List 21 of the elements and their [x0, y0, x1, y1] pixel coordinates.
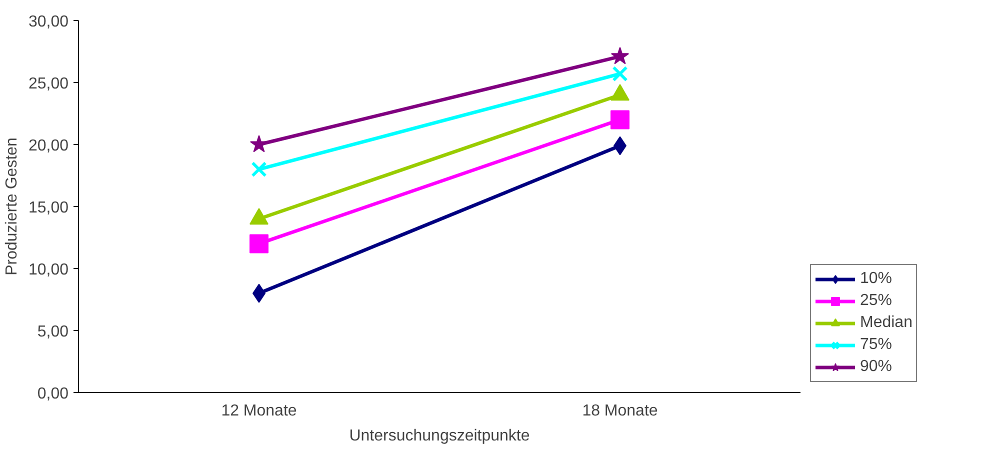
y-tick-label: 20,00: [28, 138, 69, 154]
y-tick-label: 15,00: [28, 200, 69, 216]
point: [251, 161, 267, 178]
legend-label: 25%: [860, 292, 892, 310]
legend-label: Median: [860, 314, 912, 332]
y-tick-label: 10,00: [28, 262, 69, 278]
y-tick-label: 30,00: [28, 14, 69, 30]
legend-label: 75%: [860, 336, 892, 354]
point: [612, 66, 628, 82]
x-tick-label: 18 Monate: [582, 402, 658, 420]
legend-label: 10%: [860, 270, 892, 288]
y-tick-label: 5,00: [37, 324, 69, 340]
y-tick-label: 0,00: [37, 386, 69, 402]
point: [610, 46, 630, 64]
legend-label: 90%: [860, 358, 892, 376]
point: [250, 234, 268, 254]
y-tick-label: 25,00: [28, 76, 69, 92]
point: [610, 110, 630, 130]
x-tick-label: 12 Monate: [221, 402, 297, 420]
x-axis-title: Untersuchungszeitpunkte: [349, 428, 530, 444]
y-axis-title: Produzierte Gesten: [3, 138, 20, 276]
